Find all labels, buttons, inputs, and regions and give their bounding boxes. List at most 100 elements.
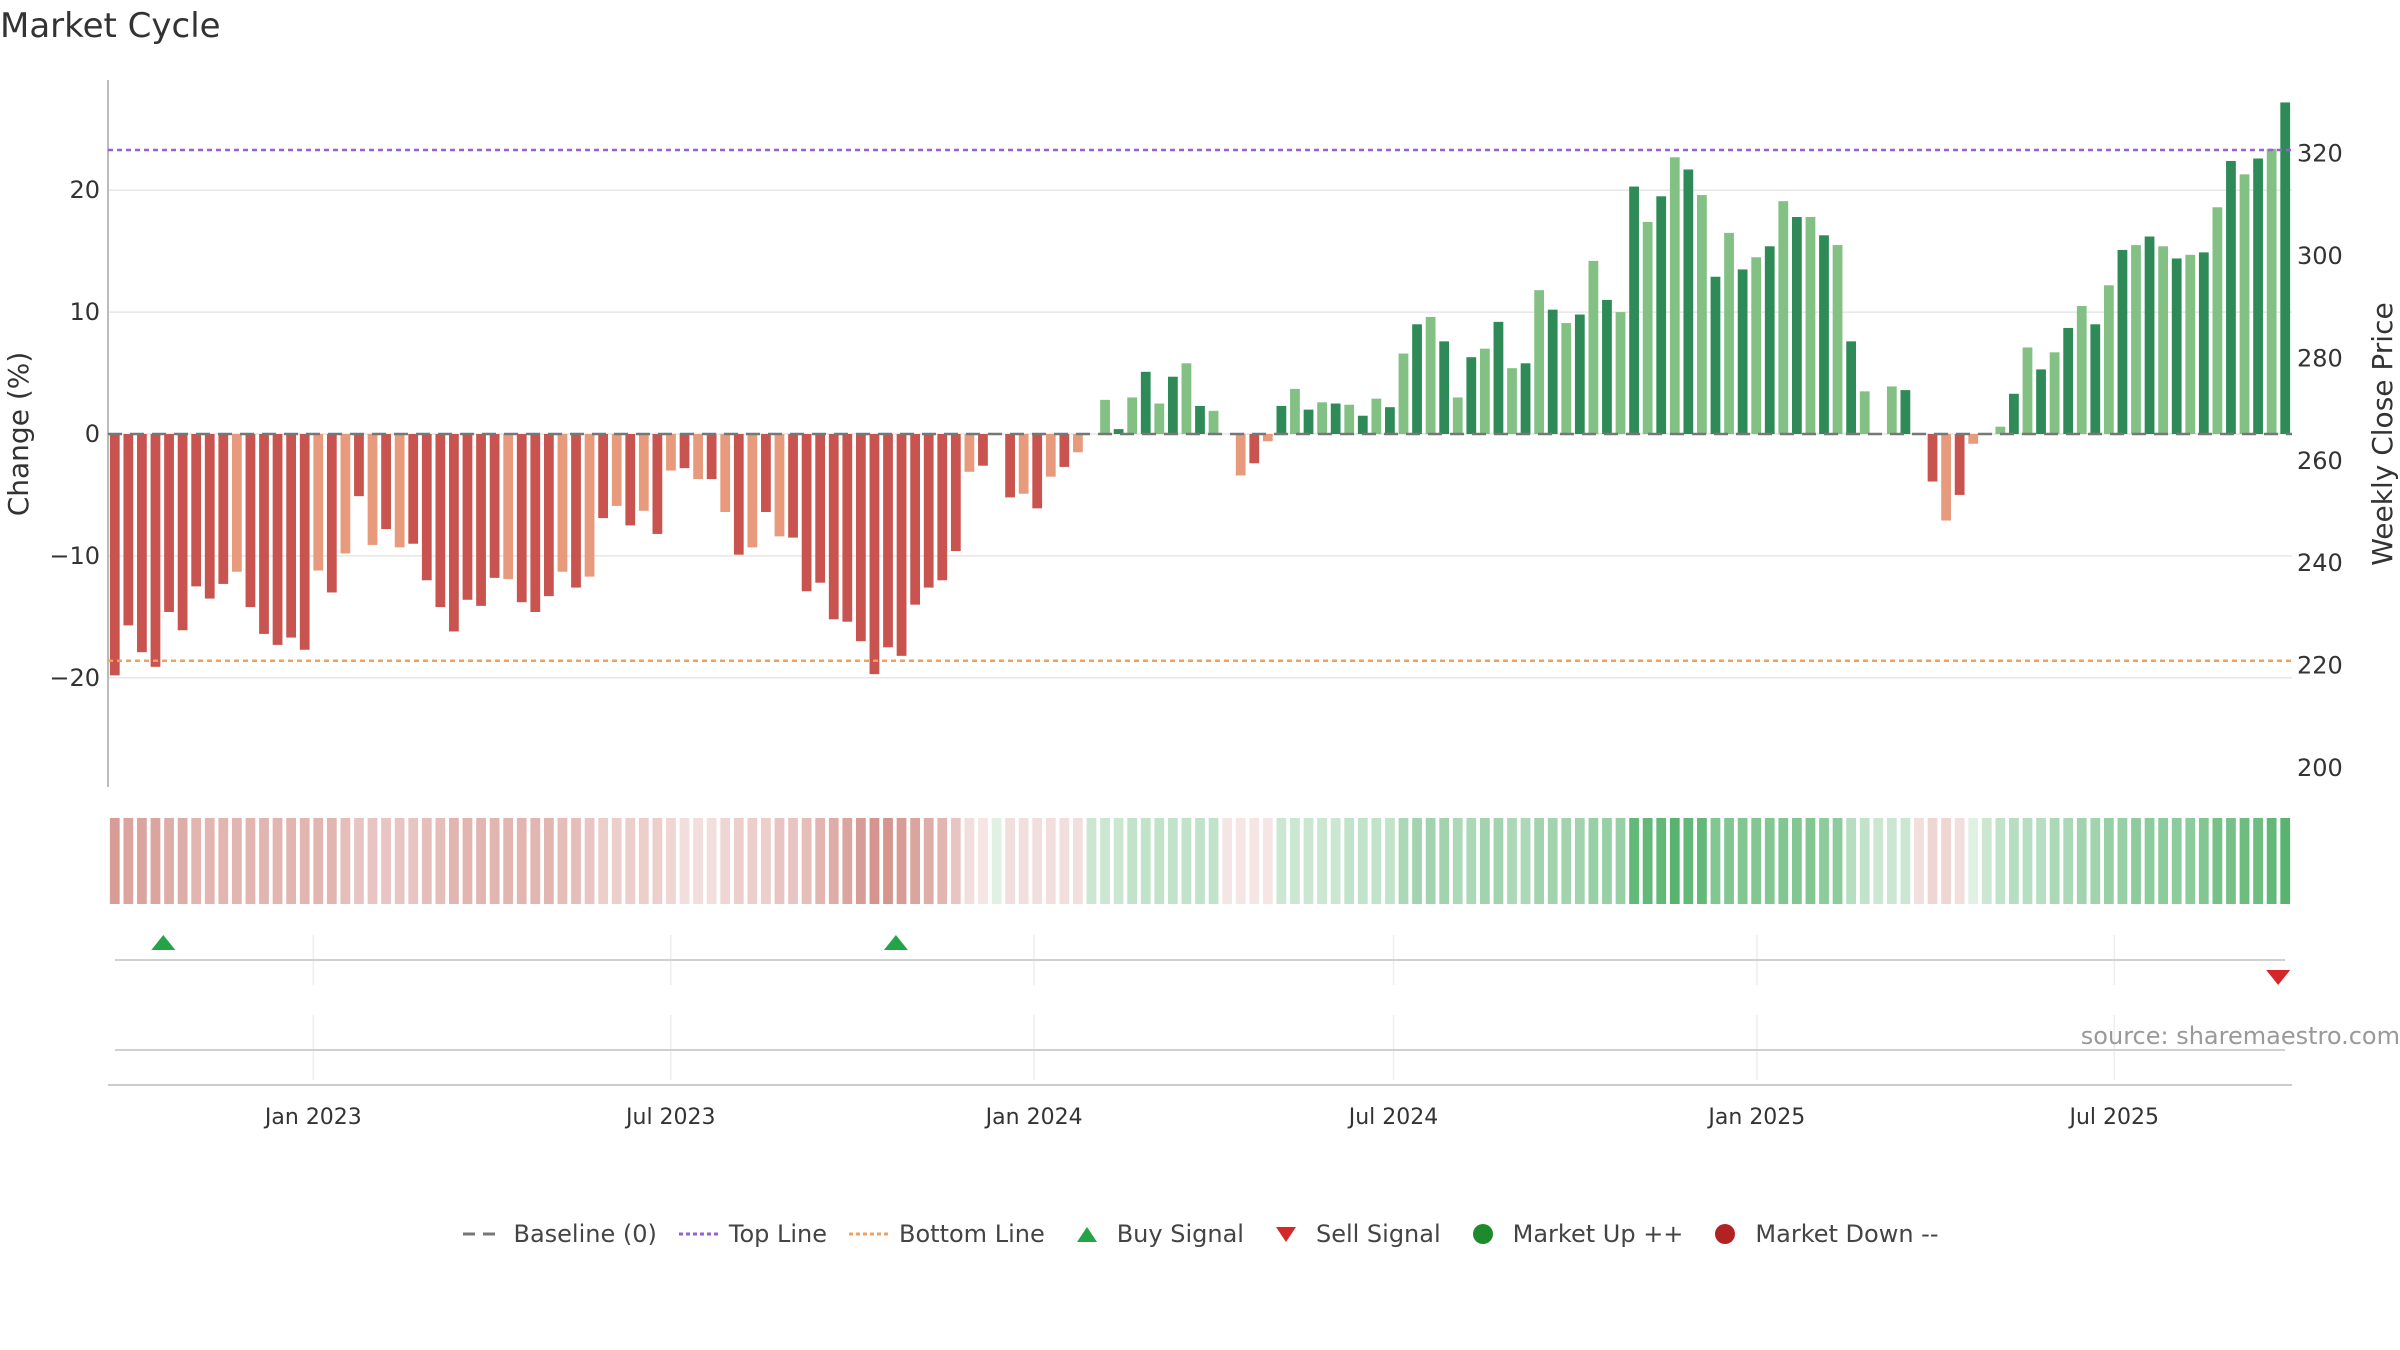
- heat-cell: [2158, 818, 2169, 904]
- change-bar: [1425, 316, 1436, 434]
- heat-cell: [693, 818, 703, 904]
- heat-cell: [1452, 818, 1463, 904]
- change-bar: [1683, 169, 1694, 435]
- heat-cell: [2280, 818, 2291, 904]
- heat-cell: [1791, 818, 1802, 904]
- change-bar: [2009, 393, 2019, 434]
- change-bar: [1927, 434, 1938, 482]
- heat-cell: [571, 818, 581, 904]
- change-bar: [2266, 148, 2277, 434]
- change-bar: [571, 434, 581, 588]
- change-bar: [1195, 405, 1205, 434]
- change-bar: [231, 434, 242, 572]
- change-bar: [462, 434, 473, 600]
- heat-cell: [2212, 818, 2223, 904]
- heat-cell: [354, 818, 364, 904]
- heat-cell: [489, 818, 500, 904]
- legend-item-down: Market Down --: [1703, 1219, 1939, 1248]
- heat-cell: [1412, 818, 1422, 904]
- change-bar: [218, 434, 229, 584]
- heat-cell: [1941, 818, 1951, 904]
- heat-cell: [1249, 818, 1260, 904]
- change-bar: [1479, 348, 1490, 434]
- heat-cell: [652, 818, 663, 904]
- heat-cell: [1181, 818, 1192, 904]
- heat-cell: [1954, 818, 1965, 904]
- change-bar: [978, 434, 988, 466]
- heat-cell: [2198, 818, 2209, 904]
- change-bar: [761, 434, 771, 513]
- change-bar: [516, 434, 527, 603]
- heat-cell: [543, 818, 554, 904]
- x-tick-label: Jan 2023: [263, 1105, 362, 1130]
- change-bar: [1045, 434, 1056, 477]
- change-bar: [2049, 352, 2060, 434]
- heat-cell: [557, 818, 568, 904]
- heat-cell: [638, 818, 649, 904]
- heat-cell: [1927, 818, 1938, 904]
- bottom-legend-icon: [849, 1232, 890, 1235]
- heat-cell: [855, 818, 866, 904]
- heat-cell: [191, 818, 202, 904]
- heat-cell: [1995, 818, 2006, 904]
- heat-cell: [1805, 818, 1816, 904]
- change-bar: [2063, 327, 2074, 434]
- heat-cell: [2103, 818, 2114, 904]
- change-bar: [2171, 258, 2182, 434]
- change-bar: [435, 434, 446, 608]
- change-bar: [896, 434, 907, 656]
- heat-cell: [923, 818, 934, 904]
- change-bar: [1303, 409, 1314, 434]
- change-bar: [286, 434, 297, 638]
- heat-cell: [1235, 818, 1246, 904]
- legend-label: Top Line: [728, 1219, 828, 1248]
- heat-cell: [272, 818, 283, 904]
- legend-item-up: Market Up ++: [1461, 1219, 1684, 1248]
- change-bar: [1534, 290, 1545, 434]
- legend-label: Market Up ++: [1512, 1219, 1684, 1248]
- heat-cell: [1642, 818, 1653, 904]
- change-bar: [1886, 386, 1897, 434]
- heat-cell: [1819, 818, 1829, 904]
- change-bar: [1561, 323, 1572, 434]
- change-bar: [1385, 407, 1395, 434]
- down-legend-icon: [1715, 1223, 1736, 1244]
- change-bar: [476, 434, 486, 606]
- heat-cell: [706, 818, 717, 904]
- change-bar: [313, 434, 324, 571]
- change-bar: [1710, 276, 1721, 434]
- change-bar: [828, 434, 839, 620]
- heat-cell: [720, 818, 731, 904]
- heat-cell: [2036, 818, 2046, 904]
- change-bar: [625, 434, 636, 526]
- heat-cell: [747, 818, 758, 904]
- heat-cell: [1574, 818, 1585, 904]
- change-bar: [584, 434, 595, 577]
- change-bar: [2280, 102, 2291, 434]
- change-bar: [408, 434, 419, 544]
- change-bar: [1629, 186, 1639, 434]
- change-bar: [923, 434, 934, 588]
- heat-cell: [1032, 818, 1043, 904]
- heat-cell: [1290, 818, 1300, 904]
- change-bar: [1602, 299, 1612, 434]
- heat-cell: [177, 818, 188, 904]
- heat-cell: [842, 818, 853, 904]
- change-bar: [1249, 434, 1260, 464]
- heat-cell: [1751, 818, 1762, 904]
- heat-cell: [1208, 818, 1219, 904]
- heat-cell: [408, 818, 419, 904]
- change-bar: [1127, 397, 1138, 434]
- change-bar: [2212, 207, 2223, 434]
- change-bar: [1615, 312, 1626, 434]
- change-bar: [2185, 254, 2196, 434]
- heat-cell: [2144, 818, 2155, 904]
- change-bar: [299, 434, 310, 650]
- heat-cell: [516, 818, 527, 904]
- change-bar: [1208, 410, 1219, 434]
- change-bar: [1995, 426, 2006, 434]
- heat-cell: [666, 818, 676, 904]
- heat-cell: [137, 818, 147, 904]
- heat-cell: [910, 818, 921, 904]
- heat-cell: [1629, 818, 1639, 904]
